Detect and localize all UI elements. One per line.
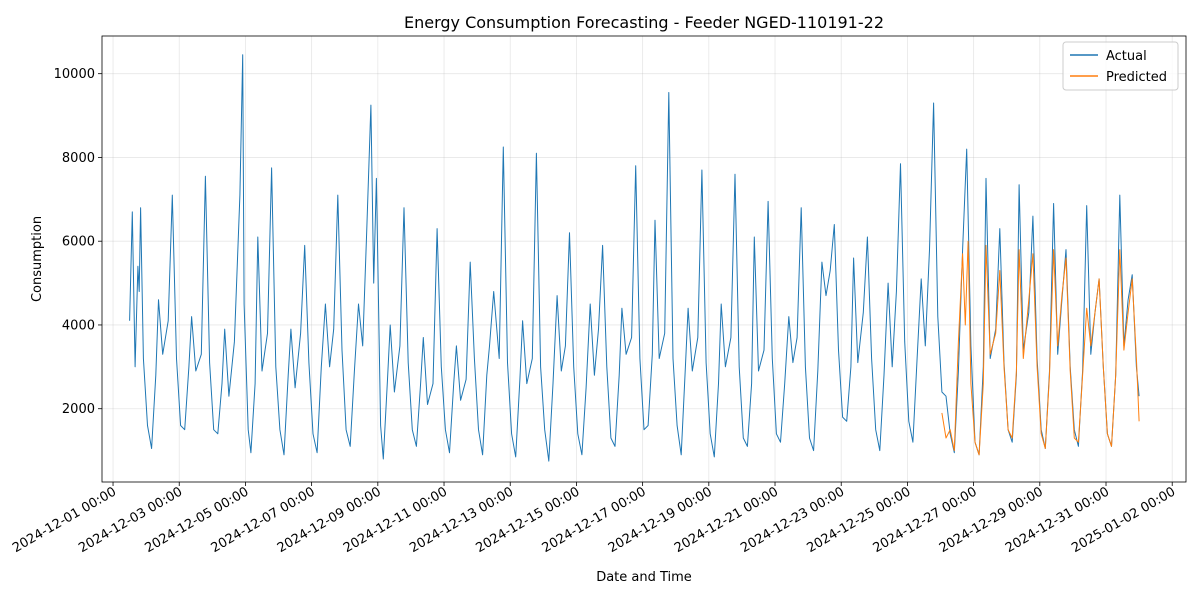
y-tick-label: 6000 (62, 235, 95, 250)
legend: Actual Predicted (1062, 41, 1179, 91)
series-line-predicted (941, 240, 1140, 456)
y-axis: 2000 4000 6000 8000 10000 (54, 67, 102, 417)
series-line-actual (129, 54, 1140, 462)
legend-label-predicted: Predicted (1106, 70, 1167, 85)
y-tick-label: 2000 (62, 402, 95, 417)
y-tick-label: 10000 (54, 67, 95, 82)
legend-box (1062, 41, 1179, 91)
series-layer (129, 54, 1140, 462)
chart-title: Energy Consumption Forecasting - Feeder … (404, 13, 884, 32)
y-tick-label: 4000 (62, 318, 95, 333)
y-axis-label: Consumption (30, 216, 45, 302)
x-axis-label: Date and Time (596, 570, 692, 585)
legend-label-actual: Actual (1106, 49, 1147, 64)
plot-frame (101, 35, 1187, 483)
y-tick-label: 8000 (62, 151, 95, 166)
